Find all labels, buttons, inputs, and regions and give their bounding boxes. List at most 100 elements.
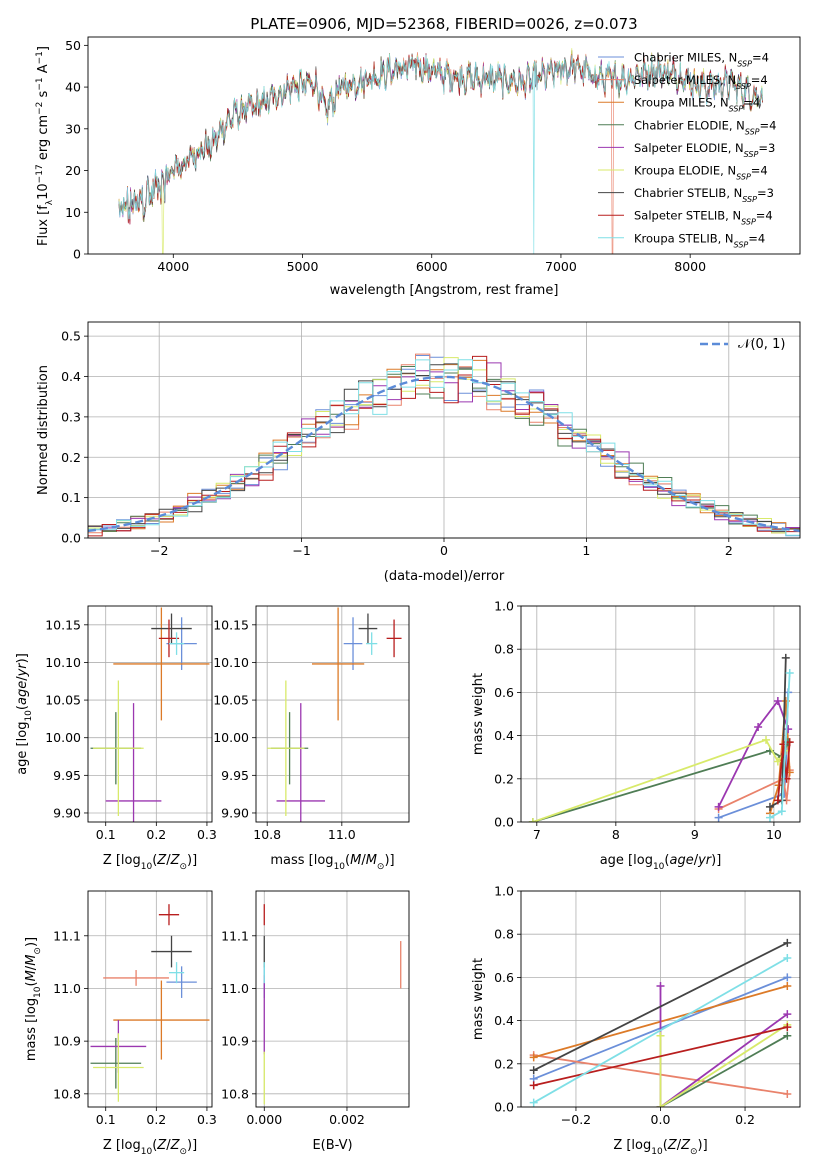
y-tick-label: 0.4 <box>494 728 514 743</box>
x-tick-label: 2 <box>725 543 733 558</box>
x-tick-label: 7 <box>533 827 541 842</box>
x-axis-label: E(B-V) <box>312 1138 352 1153</box>
y-tick-label: 0.5 <box>61 329 81 344</box>
y-tick-label: 0.6 <box>494 685 514 700</box>
weight-series-line <box>659 1024 788 1107</box>
x-tick-label: 1 <box>582 543 590 558</box>
label-part: Z <box>156 1138 167 1153</box>
y-tick-label: 10.8 <box>221 1086 249 1101</box>
label-part: ] <box>36 46 51 51</box>
legend-entry: Chabrier MILES, NSSP=4 <box>634 51 769 69</box>
legend-entry: Chabrier STELIB, NSSP=3 <box>634 186 774 204</box>
y-tick-label: 10.00 <box>213 730 249 745</box>
label-part: )] <box>711 853 721 868</box>
x-tick-label: −1 <box>292 543 310 558</box>
label-part: ⊙ <box>690 1147 698 1157</box>
label-part: / <box>166 853 171 868</box>
label-part: E(B-V) <box>312 1138 352 1153</box>
spectrum-axes: 4000 5000 6000 7000 8000 0 10 20 30 40 50 Chabrier … <box>35 36 801 298</box>
legend-text: SSP <box>744 149 759 158</box>
label-part: 10 <box>334 862 346 872</box>
label-part: )] <box>698 1138 708 1153</box>
y-tick-label: 9.95 <box>221 768 249 783</box>
legend-text: SSP <box>741 217 756 226</box>
histogram-series <box>88 359 800 536</box>
weight-series-line <box>533 957 788 1104</box>
label-part: Z <box>170 853 181 868</box>
legend-text: Salpeter ELODIE, N <box>634 141 744 155</box>
y-tick-label: 30 <box>65 121 81 136</box>
weight-marker <box>529 1066 538 1075</box>
weight-marker <box>783 1090 792 1099</box>
weight-series-line <box>718 770 791 810</box>
weight-series-line <box>533 941 788 1072</box>
legend-text: SSP <box>745 127 760 136</box>
label-part: Z <box>680 1138 691 1153</box>
weight-marker <box>773 796 782 805</box>
legend-text: SSP <box>734 240 749 249</box>
axes-frame <box>520 890 801 1108</box>
weight-marker <box>777 807 786 816</box>
label-part: mass [log <box>270 853 333 868</box>
x-tick-label: 5000 <box>287 259 319 274</box>
label-part: ⊙ <box>179 862 187 872</box>
legend-text: Chabrier ELODIE, N <box>634 118 745 132</box>
x-tick-label: 10.8 <box>253 827 281 842</box>
weight-marker <box>783 1010 792 1019</box>
weight-marker <box>784 725 793 734</box>
x-axis-label: Z [log10(Z/Z⊙)] <box>613 1138 707 1157</box>
legend-text: =3 <box>758 141 775 155</box>
y-tick-label: 0.4 <box>61 369 81 384</box>
y-tick-label: 9.90 <box>221 805 249 820</box>
label-part: M <box>366 853 377 868</box>
axes-frame <box>255 605 410 823</box>
label-part: / <box>24 965 39 970</box>
legend-text: =4 <box>751 164 768 178</box>
label-part: ⊙ <box>33 947 43 955</box>
x-tick-label: 0.2 <box>146 1112 166 1127</box>
label-part: Z [log <box>103 1138 141 1153</box>
x-tick-label: 0.2 <box>735 1112 755 1127</box>
age-vs-z-plot-area <box>90 607 210 822</box>
legend-text: SSP <box>736 172 751 181</box>
y-tick-label: 0.2 <box>494 771 514 786</box>
y-axis-label: age [log10(age/yr)] <box>15 653 34 775</box>
weight-marker <box>783 953 792 962</box>
legend-text: Kroupa ELODIE, N <box>634 164 736 178</box>
label-part: M <box>24 955 39 966</box>
y-tick-label: 11.0 <box>53 981 81 996</box>
label-part: s <box>36 90 51 101</box>
weight-vs-age-plot-area <box>528 653 794 822</box>
y-tick-label: 11.0 <box>221 981 249 996</box>
y-tick-label: 1.0 <box>494 884 514 899</box>
label-part: 10 <box>24 710 34 722</box>
y-tick-label: 10.10 <box>213 655 249 670</box>
label-part: Z [log <box>613 1138 651 1153</box>
legend-text: Salpeter STELIB, N <box>634 209 741 223</box>
y-tick-label: 10.15 <box>213 617 249 632</box>
spectrum-plot-area <box>118 48 763 254</box>
weight-marker <box>783 982 792 991</box>
age-vs-mass-axes: 10.8 11.0 9.90 9.95 10.00 10.05 10.10 10.15 mass… <box>213 605 410 872</box>
x-tick-label: 10 <box>766 827 782 842</box>
label-part: −1 <box>35 51 45 64</box>
label-part: )] <box>187 853 197 868</box>
label-part: M <box>350 853 361 868</box>
legend-text: Kroupa MILES, N <box>634 96 729 110</box>
legend-text: Chabrier STELIB, N <box>634 186 742 200</box>
x-tick-label: 6000 <box>416 259 448 274</box>
x-axis-label: age [log10(age/yr)] <box>600 853 722 872</box>
weight-series-line <box>717 699 789 808</box>
weight-marker <box>785 738 794 747</box>
label-part: ⊙ <box>179 1147 187 1157</box>
axes-frame <box>87 605 213 823</box>
legend-text: Kroupa STELIB, N <box>634 231 734 245</box>
legend-entry: Kroupa STELIB, NSSP=4 <box>634 231 765 249</box>
label-part: )] <box>24 937 39 947</box>
label-part: erg cm <box>36 115 51 164</box>
y-tick-label: 0.1 <box>61 490 81 505</box>
weight-marker <box>762 735 771 744</box>
y-tick-label: 20 <box>65 163 81 178</box>
